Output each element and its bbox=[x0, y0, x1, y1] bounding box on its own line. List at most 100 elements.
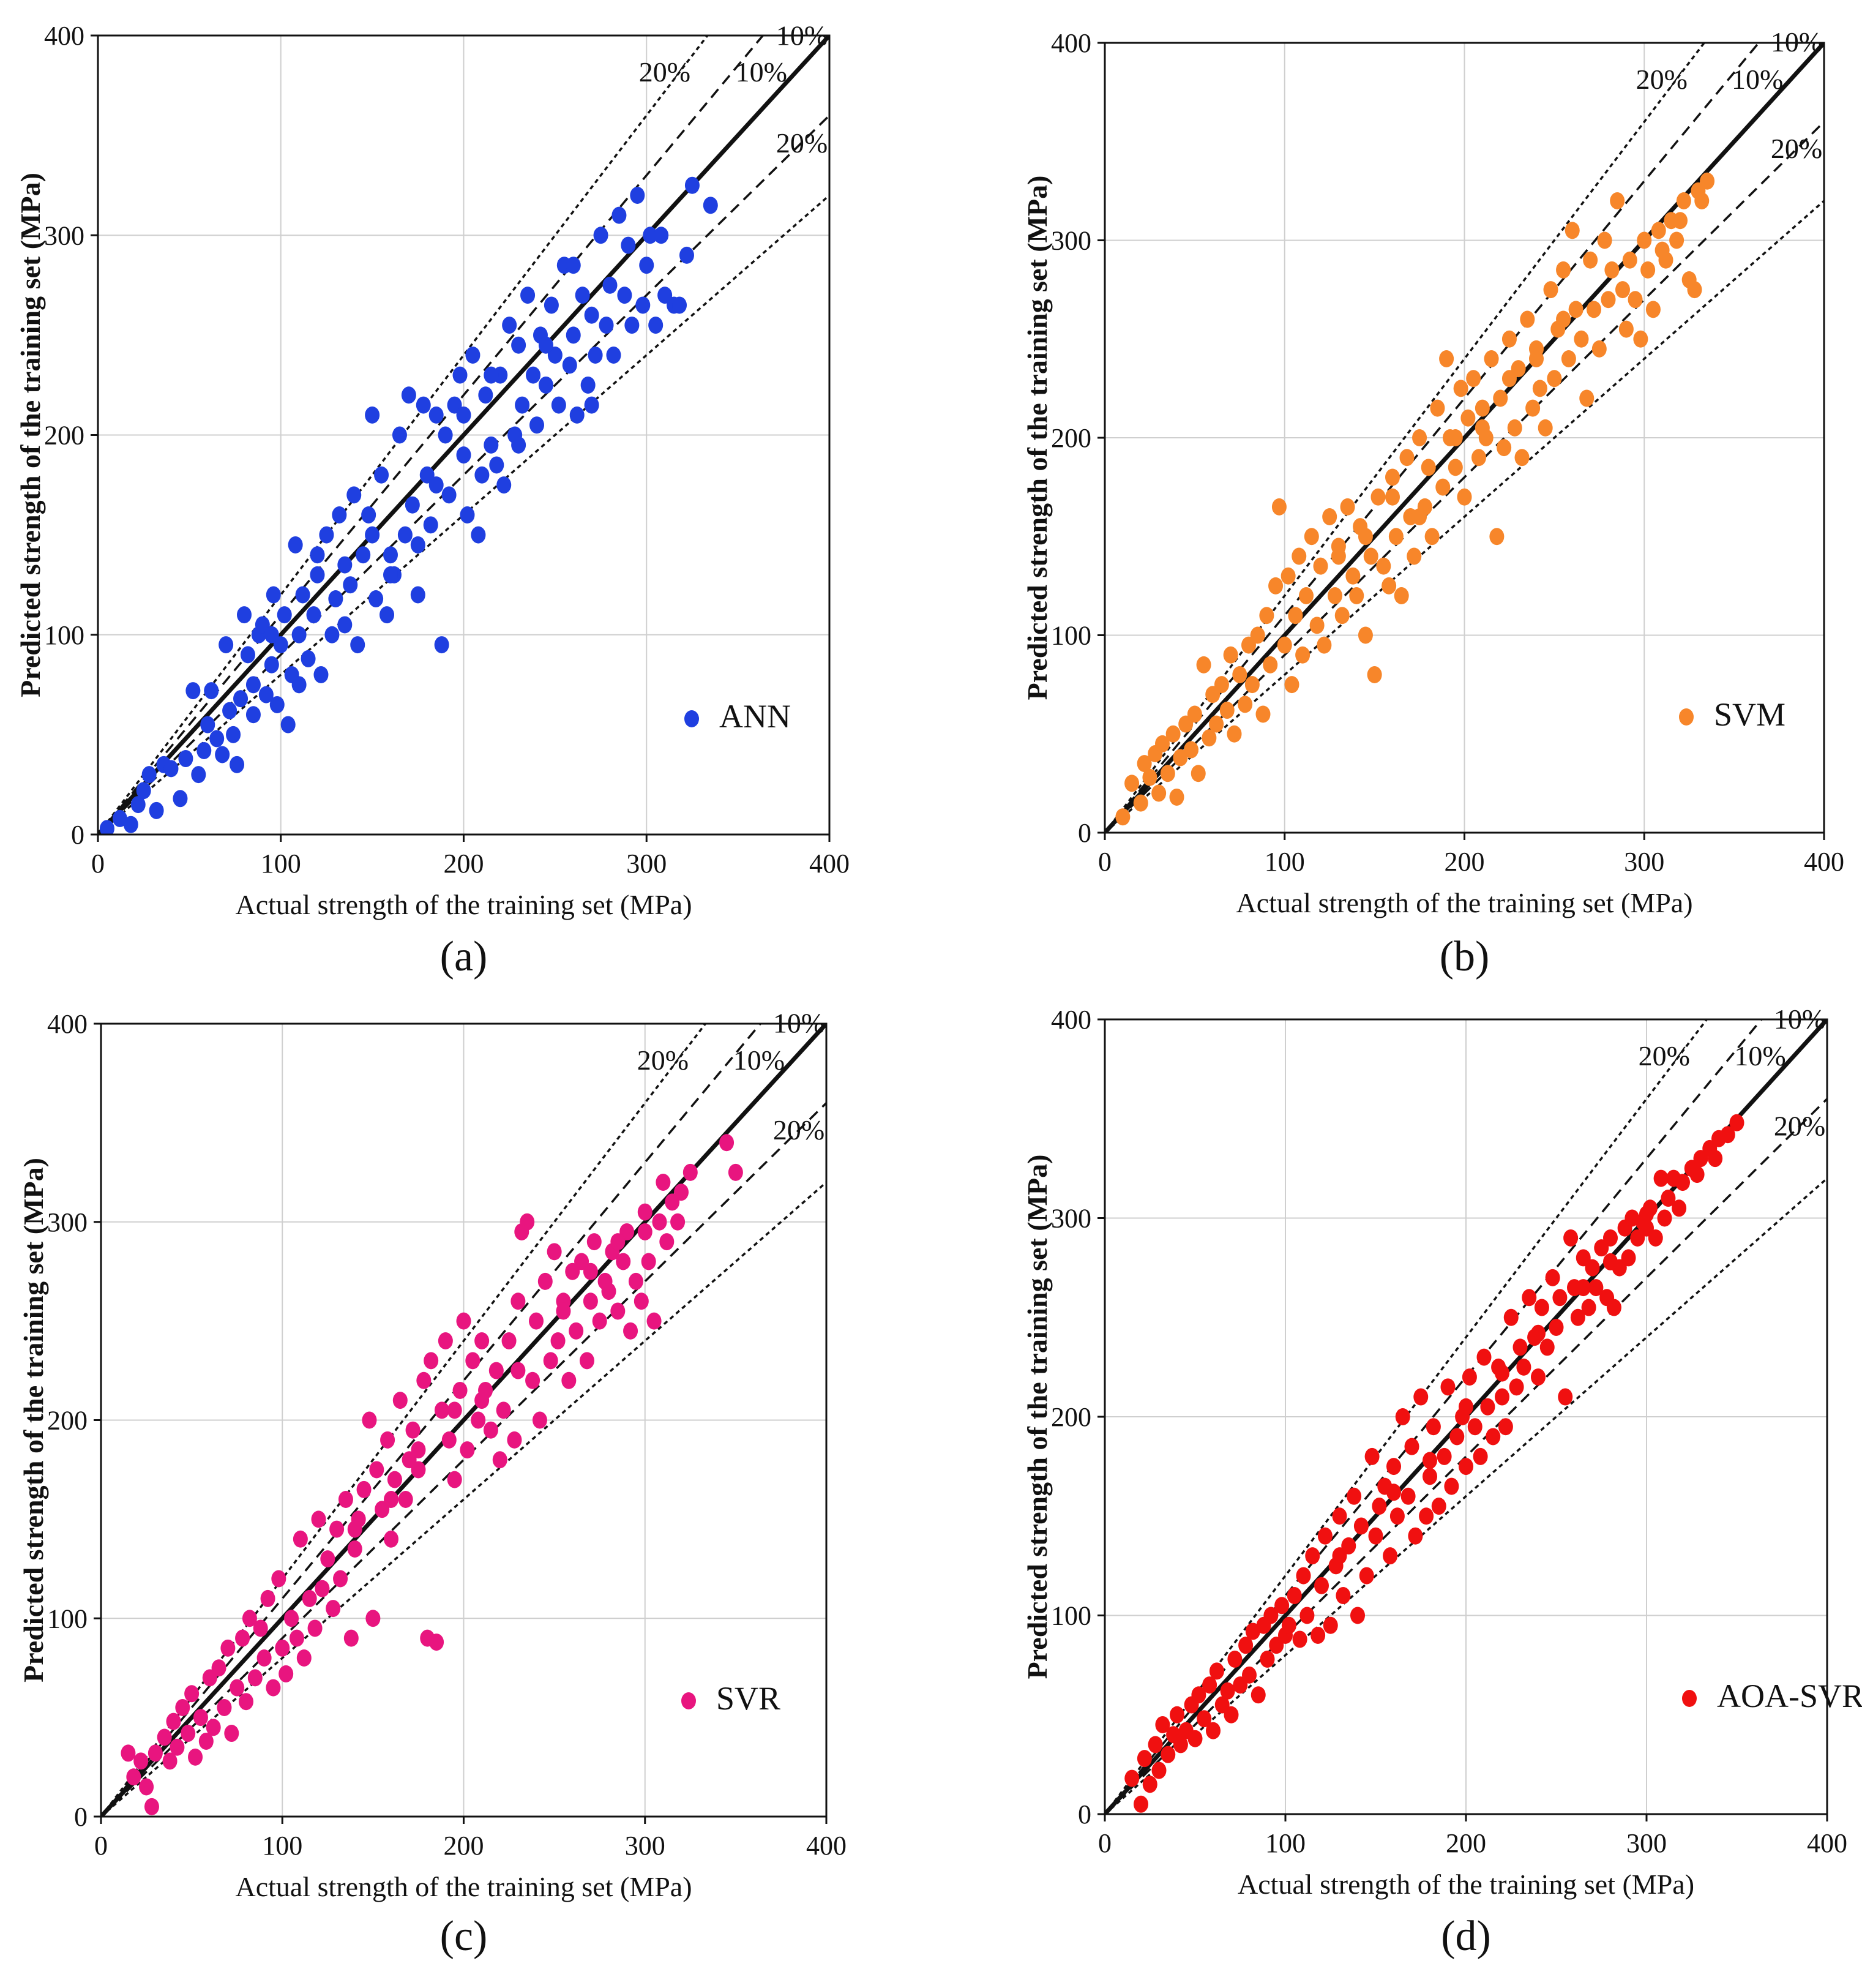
data-point bbox=[465, 1352, 480, 1370]
data-point bbox=[1206, 1722, 1221, 1739]
data-point bbox=[1292, 1630, 1307, 1648]
data-point bbox=[315, 1580, 330, 1597]
data-point bbox=[1259, 607, 1274, 625]
data-point bbox=[1292, 547, 1307, 565]
y-tick-label: 200 bbox=[47, 1406, 88, 1436]
data-point bbox=[1263, 1607, 1279, 1624]
data-point bbox=[1457, 488, 1472, 506]
data-point bbox=[1525, 399, 1541, 417]
data-point bbox=[384, 1491, 398, 1508]
data-point bbox=[1299, 587, 1314, 604]
data-point bbox=[1142, 1776, 1157, 1793]
data-point bbox=[324, 626, 340, 643]
data-point bbox=[1382, 577, 1397, 595]
data-point bbox=[637, 1203, 652, 1221]
data-point bbox=[1591, 340, 1607, 358]
data-point bbox=[634, 1292, 649, 1310]
y-axis-label: Predicted strength of the training set (… bbox=[18, 1158, 49, 1682]
data-point bbox=[510, 1362, 526, 1379]
data-point bbox=[1424, 528, 1440, 546]
data-point bbox=[1358, 528, 1373, 546]
data-point bbox=[1669, 231, 1684, 249]
data-point bbox=[1399, 449, 1415, 467]
data-point bbox=[1495, 1388, 1509, 1406]
y-tick-label: 0 bbox=[71, 820, 84, 850]
data-point bbox=[384, 1530, 398, 1548]
data-point bbox=[474, 1392, 490, 1409]
data-point bbox=[624, 317, 640, 334]
y-tick-label: 0 bbox=[74, 1802, 88, 1832]
data-point bbox=[1332, 1507, 1347, 1525]
legend-marker bbox=[1682, 1690, 1697, 1707]
reference-line-10pct-lower bbox=[101, 1102, 826, 1817]
reference-line-label: 20% bbox=[639, 56, 690, 88]
x-tick-label: 200 bbox=[444, 849, 484, 879]
y-tick-label: 300 bbox=[1051, 1204, 1091, 1234]
data-point bbox=[306, 606, 321, 624]
data-point bbox=[1407, 547, 1422, 565]
data-point bbox=[1238, 696, 1253, 713]
data-point bbox=[343, 576, 358, 594]
reference-line-label: 20% bbox=[637, 1045, 689, 1076]
reference-line-20pct-lower bbox=[1105, 200, 1824, 833]
data-point bbox=[1227, 725, 1242, 743]
data-point bbox=[643, 227, 658, 244]
data-point bbox=[175, 1698, 190, 1716]
legend-label: SVM bbox=[1714, 696, 1785, 733]
data-point bbox=[1296, 1567, 1311, 1585]
data-point bbox=[1372, 1498, 1387, 1515]
data-point bbox=[543, 1352, 558, 1370]
data-point bbox=[1615, 281, 1630, 299]
data-point bbox=[1493, 389, 1508, 407]
data-point bbox=[511, 336, 526, 354]
data-point bbox=[1155, 735, 1170, 752]
data-point bbox=[230, 756, 245, 773]
data-point bbox=[1459, 1398, 1473, 1416]
data-point bbox=[1170, 1706, 1184, 1724]
data-point bbox=[1444, 1477, 1459, 1495]
x-tick-label: 0 bbox=[1098, 1828, 1112, 1858]
data-point bbox=[1209, 1662, 1224, 1680]
data-point bbox=[224, 1725, 239, 1742]
data-point bbox=[617, 287, 632, 304]
data-point bbox=[1124, 775, 1140, 792]
x-tick-label: 100 bbox=[261, 849, 301, 879]
data-point bbox=[593, 227, 608, 244]
reference-line-10pct-lower bbox=[98, 114, 829, 835]
data-point bbox=[219, 636, 234, 654]
data-point bbox=[1288, 607, 1303, 625]
data-point bbox=[507, 1431, 522, 1449]
data-series bbox=[121, 1134, 743, 1815]
data-point bbox=[237, 606, 252, 624]
data-point bbox=[652, 1213, 667, 1231]
data-point bbox=[1453, 380, 1468, 397]
data-point bbox=[1349, 587, 1364, 604]
data-point bbox=[144, 1798, 159, 1815]
data-point bbox=[1448, 429, 1463, 446]
y-tick-label: 100 bbox=[44, 620, 84, 650]
data-point bbox=[447, 1401, 462, 1419]
data-point bbox=[284, 1610, 299, 1627]
data-point bbox=[191, 766, 206, 784]
data-point bbox=[562, 356, 577, 374]
data-point bbox=[1242, 1666, 1257, 1684]
y-tick-label: 400 bbox=[1051, 28, 1091, 58]
data-point bbox=[1187, 705, 1202, 723]
data-point bbox=[215, 746, 230, 763]
data-point bbox=[1309, 617, 1325, 634]
data-point bbox=[1281, 567, 1296, 585]
legend-label: AOA-SVR bbox=[1717, 1678, 1862, 1714]
data-point bbox=[623, 1322, 638, 1340]
data-point bbox=[1238, 1637, 1254, 1654]
data-point bbox=[1449, 1428, 1465, 1446]
data-point bbox=[1676, 192, 1691, 209]
data-point bbox=[256, 1649, 272, 1667]
data-point bbox=[1386, 1483, 1401, 1501]
data-point bbox=[525, 1371, 540, 1389]
data-point bbox=[1675, 1174, 1690, 1191]
data-point bbox=[239, 1693, 253, 1711]
data-point bbox=[630, 187, 645, 204]
data-point bbox=[1628, 291, 1643, 309]
data-point bbox=[515, 396, 530, 414]
y-tick-label: 0 bbox=[1078, 818, 1091, 848]
